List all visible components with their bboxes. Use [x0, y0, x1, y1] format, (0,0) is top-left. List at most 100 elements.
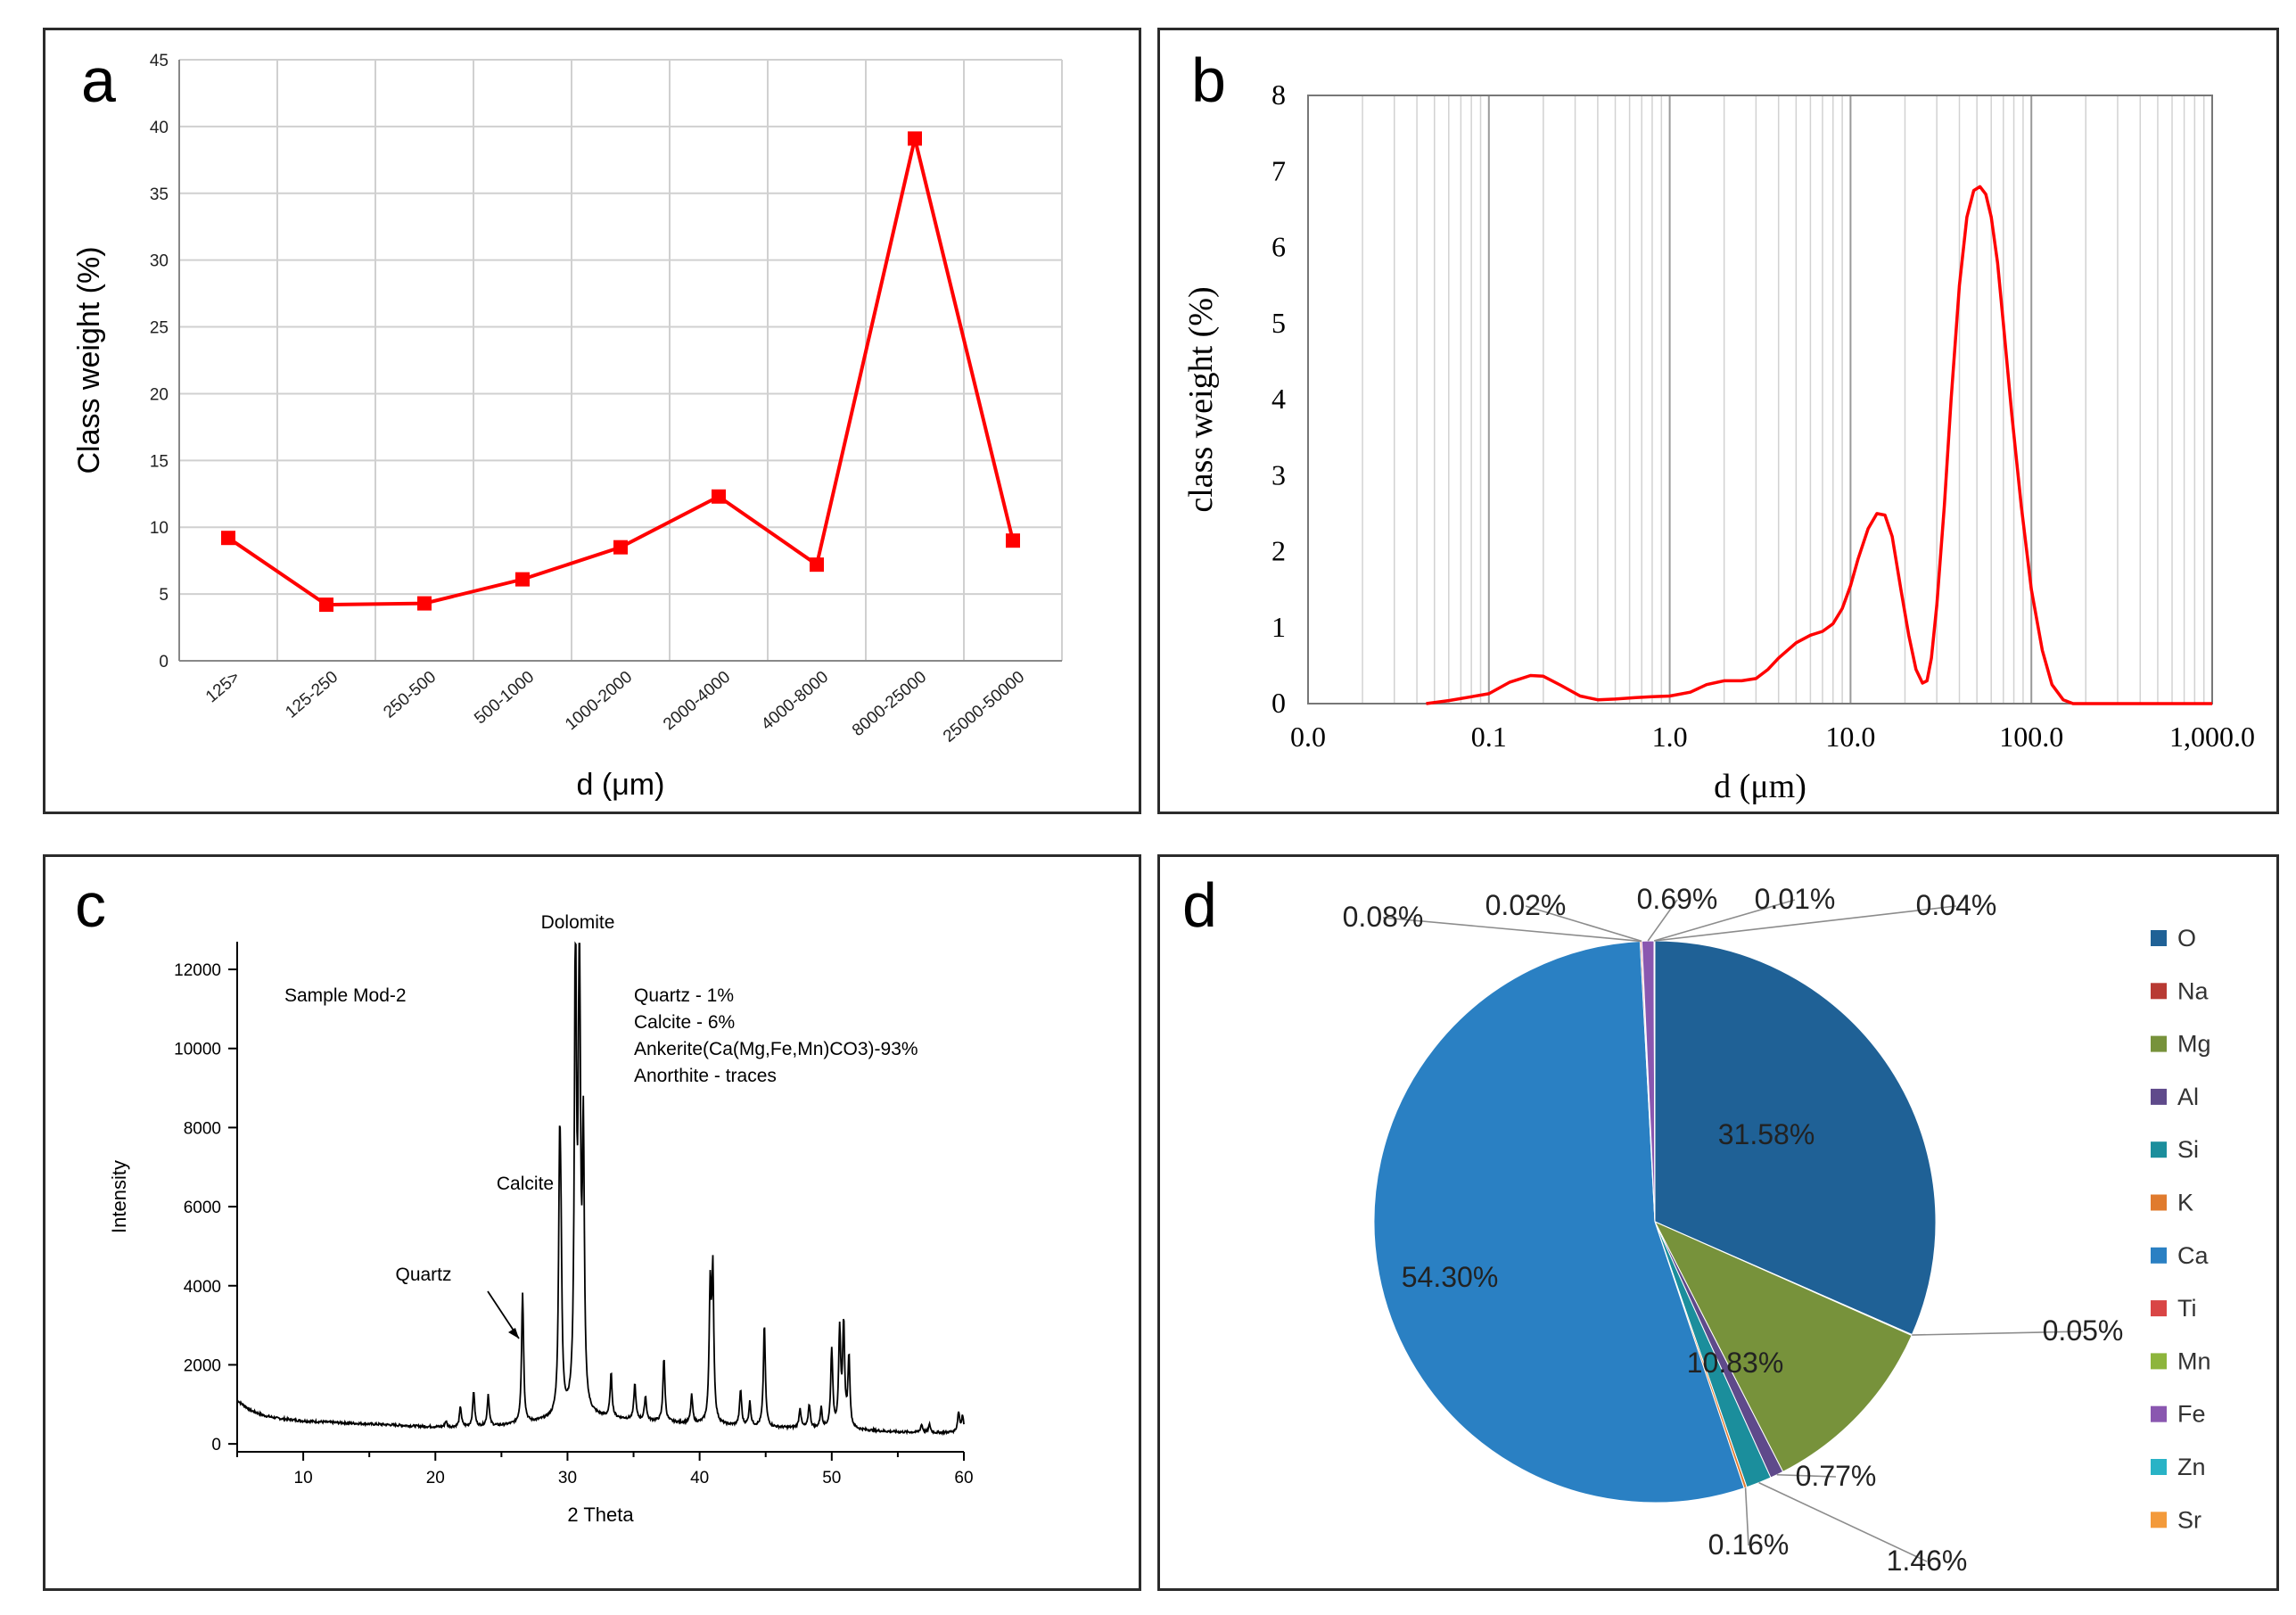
- leader-line: [1647, 899, 1678, 942]
- y-axis-label: Intensity: [108, 1160, 130, 1233]
- panel-a: a 0 5 10 15 20 25 30 35 40 45 125> 125-250 250-500 500…: [43, 28, 1141, 814]
- x-tick-label: 0.1: [1471, 721, 1507, 753]
- y-tick-label: 3: [1271, 458, 1286, 490]
- legend-label-al: Al: [2177, 1084, 2199, 1110]
- x-tick-label: 25000-50000: [940, 668, 1028, 746]
- panel-b: b 0 1 2 3 4 5 6 7 8 0.0 0.1 1.0 10.0 100.0 1,000.0 d (μm…: [1157, 28, 2279, 814]
- leader-line: [1653, 899, 1796, 942]
- x-axis-label: d (μm): [1714, 768, 1806, 805]
- y-tick-label: 45: [150, 52, 169, 70]
- legend-swatch-k: [2151, 1194, 2167, 1211]
- x-tick-label: 500-1000: [471, 668, 538, 729]
- slice-label-o: 31.58%: [1718, 1118, 1815, 1150]
- pie-slice-o: [1654, 940, 1937, 1336]
- slice-label-k: 0.16%: [1708, 1528, 1790, 1561]
- legend-swatch-al: [2151, 1088, 2167, 1105]
- y-axis-label: class weight (%): [1182, 286, 1220, 512]
- y-tick-label: 0: [1271, 687, 1286, 719]
- x-tick-label: 0.0: [1290, 721, 1326, 753]
- legend-label-sr: Sr: [2177, 1506, 2201, 1533]
- legend-swatch-sr: [2151, 1512, 2167, 1528]
- legend-swatch-zn: [2151, 1459, 2167, 1475]
- y-axis-label: Class weight (%): [72, 246, 106, 474]
- y-tick-label: 35: [150, 185, 169, 204]
- legend-label-zn: Zn: [2177, 1454, 2206, 1480]
- slice-label-sr: 0.04%: [1916, 889, 1997, 921]
- legend-swatch-o: [2151, 930, 2167, 946]
- y-tick-label: 5: [1271, 307, 1286, 339]
- legend-label-ti: Ti: [2177, 1295, 2197, 1322]
- data-point: [810, 557, 824, 573]
- panel-label-c: c: [75, 870, 106, 940]
- peak-label-dolomite: Dolomite: [541, 912, 615, 933]
- x-tick-label: 100.0: [1999, 721, 2063, 753]
- legend-label-mn: Mn: [2177, 1347, 2211, 1374]
- panel-d: d 31.58% 0.05% 10.83% 0.77% 1.46% 0.16% 54.30% 0…: [1157, 854, 2279, 1591]
- data-point: [221, 531, 235, 546]
- xrd-pattern: [236, 941, 965, 1437]
- legend-label-o: O: [2177, 925, 2196, 952]
- data-point: [613, 540, 628, 555]
- panel-label-b: b: [1191, 45, 1226, 115]
- leader-line: [1654, 905, 1957, 942]
- peak-label-calcite: Calcite: [497, 1174, 554, 1194]
- legend-swatch-si: [2151, 1141, 2167, 1158]
- panel-label-d: d: [1182, 870, 1217, 940]
- x-tick-label: 30: [558, 1469, 577, 1487]
- chart-c: c 0 2000 4000 6000 8000 10000 12000 10 20 30 40 50 60…: [75, 870, 974, 1526]
- y-tick-label: 6: [1271, 231, 1286, 263]
- y-tick-label: 5: [159, 586, 169, 605]
- x-tick-label: 125-250: [282, 668, 342, 722]
- chart-a: a 0 5 10 15 20 25 30 35 40 45 125> 125-250 250-500 500…: [72, 45, 1063, 802]
- leader-line: [1758, 1481, 1928, 1562]
- peak-label-quartz: Quartz: [395, 1265, 451, 1285]
- slice-label-fe: 0.69%: [1637, 883, 1718, 915]
- leader-line: [1912, 1331, 2084, 1336]
- sample-label: Sample Mod-2: [284, 985, 407, 1006]
- composition-line: Ankerite(Ca(Mg,Fe,Mn)CO3)-93%: [634, 1039, 918, 1059]
- data-point: [1006, 533, 1020, 548]
- y-tick-label: 12000: [174, 961, 221, 980]
- legend-swatch-na: [2151, 983, 2167, 1000]
- leader-line: [1776, 1473, 1837, 1478]
- y-tick-label: 8: [1271, 78, 1286, 111]
- plot-frame: [1307, 95, 2213, 705]
- legend-swatch-ca: [2151, 1247, 2167, 1264]
- legend-label-fe: Fe: [2177, 1401, 2206, 1428]
- y-tick-label: 10000: [174, 1041, 221, 1059]
- legend-label-k: K: [2177, 1190, 2193, 1216]
- composition-line: Quartz - 1%: [634, 985, 734, 1006]
- slice-label-zn: 0.01%: [1755, 883, 1836, 915]
- composition-line: Anorthite - traces: [634, 1066, 777, 1086]
- data-point: [319, 597, 333, 613]
- y-tick-label: 20: [150, 385, 169, 404]
- slice-label-si: 1.46%: [1887, 1545, 1968, 1577]
- data-point: [515, 572, 530, 587]
- x-axis-label: d (μm): [577, 768, 665, 802]
- quartz-arrow-head: [508, 1328, 519, 1339]
- x-tick-label: 10.0: [1825, 721, 1875, 753]
- y-tick-label: 0: [211, 1436, 221, 1454]
- x-tick-label: 1000-2000: [562, 668, 636, 735]
- data-point: [712, 489, 726, 504]
- leader-line: [1744, 1487, 1749, 1546]
- x-tick-label: 250-500: [380, 668, 440, 722]
- slice-label-ca: 54.30%: [1402, 1261, 1499, 1293]
- legend-swatch-fe: [2151, 1405, 2167, 1422]
- data-point: [417, 596, 432, 611]
- x-tick-label: 10: [294, 1469, 313, 1487]
- legend-swatch-ti: [2151, 1300, 2167, 1317]
- series-line: [1426, 185, 2212, 705]
- panel-c: c 0 2000 4000 6000 8000 10000 12000 10 20 30 40 50 60…: [43, 854, 1141, 1591]
- legend-label-ca: Ca: [2177, 1242, 2209, 1269]
- slice-label-ti: 0.08%: [1343, 901, 1424, 933]
- x-tick-label: 1.0: [1652, 721, 1688, 753]
- y-tick-label: 25: [150, 319, 169, 338]
- pie-slice-ca: [1373, 940, 1745, 1504]
- y-tick-label: 8000: [184, 1119, 221, 1138]
- x-tick-label: 1,000.0: [2169, 721, 2255, 753]
- y-tick-label: 10: [150, 519, 169, 538]
- y-tick-label: 2: [1271, 535, 1286, 567]
- panel-label-a: a: [81, 45, 116, 115]
- legend-swatch-mg: [2151, 1035, 2167, 1052]
